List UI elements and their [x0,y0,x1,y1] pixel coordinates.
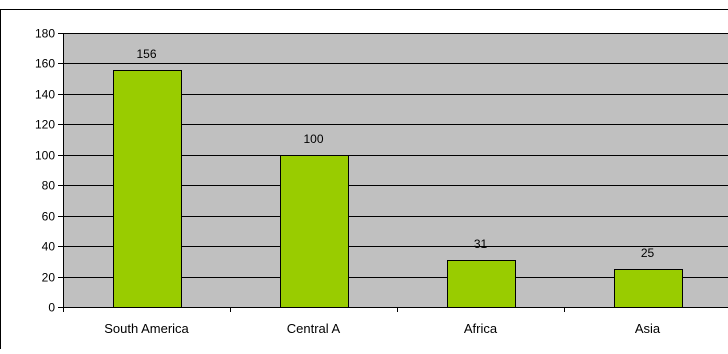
y-tick-label: 0 [48,301,55,315]
data-label: 31 [474,237,488,251]
y-tick-label: 120 [35,118,55,132]
bar-africa [448,261,516,308]
x-tick-label: Africa [464,321,498,336]
y-tick-label: 160 [35,57,55,71]
x-tick-label: South America [104,321,189,336]
bar-asia [615,270,683,308]
data-label: 156 [136,47,156,61]
data-label: 100 [303,132,323,146]
y-tick-label: 40 [42,240,56,254]
y-tick-label: 80 [42,179,56,193]
x-tick-label: Central A [287,321,341,336]
y-tick-label: 60 [42,210,56,224]
data-label: 25 [641,246,655,260]
y-tick-label: 20 [42,271,56,285]
bar-south-america [114,71,182,308]
y-tick-label: 140 [35,88,55,102]
bar-central-a [281,156,349,308]
x-tick-label: Asia [635,321,661,336]
y-tick-label: 180 [35,27,55,41]
y-tick-label: 100 [35,149,55,163]
